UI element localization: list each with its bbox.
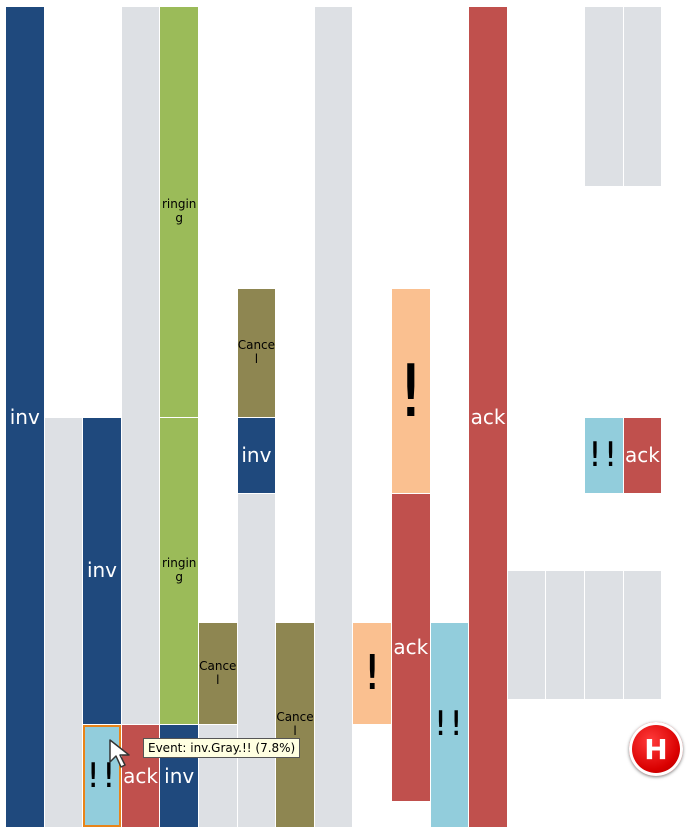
cell-ack-18[interactable]: ack — [392, 494, 430, 801]
cell-label: Cancel — [199, 660, 237, 688]
cell-cancel-14[interactable]: Cancel — [276, 623, 314, 827]
cell-cancel-11[interactable]: Cancel — [238, 289, 276, 416]
cell-label: ringing — [160, 557, 198, 585]
cell-gray-13[interactable] — [238, 494, 276, 827]
cell-gray-15[interactable] — [315, 7, 353, 827]
cell-gray-25[interactable] — [585, 571, 623, 698]
event-tooltip: Event: inv.Gray.!! (7.8%) — [143, 738, 300, 758]
cell-gray-21[interactable] — [508, 571, 546, 698]
cell-ringing-7[interactable]: ringing — [160, 418, 198, 725]
cell-inv-12[interactable]: inv — [238, 418, 276, 494]
h-button-label: H — [644, 733, 667, 766]
cell-ringing-6[interactable]: ringing — [160, 7, 198, 417]
cell-cancel-9[interactable]: Cancel — [199, 623, 237, 725]
cell-inv-0[interactable]: inv — [6, 7, 44, 827]
cell-bang-19[interactable]: !! — [431, 623, 469, 827]
cell-label: ack — [392, 636, 430, 659]
cell-label: ack — [469, 406, 507, 429]
cell-gray-1[interactable] — [45, 418, 83, 827]
cell-bang-24[interactable]: !! — [585, 418, 623, 494]
cell-gray-4[interactable] — [122, 7, 160, 724]
cell-label: Cancel — [276, 711, 314, 739]
cell-label: inv — [83, 559, 121, 582]
cell-label: ! — [353, 646, 391, 701]
cell-label: Cancel — [238, 339, 276, 367]
mouse-cursor-icon — [108, 738, 138, 774]
cell-gray-28[interactable] — [624, 571, 662, 698]
cell-label: inv — [6, 406, 44, 429]
cell-ack-27[interactable]: ack — [624, 418, 662, 494]
cell-label: ringing — [160, 198, 198, 226]
cell-excl-17[interactable]: ! — [392, 289, 430, 493]
cell-gray-22[interactable] — [546, 571, 584, 698]
h-button[interactable]: H — [629, 722, 683, 776]
cell-label: inv — [160, 765, 198, 788]
cell-label: !! — [431, 705, 469, 744]
cell-label: ! — [392, 350, 430, 433]
cell-excl-16[interactable]: ! — [353, 623, 391, 725]
cell-inv-2[interactable]: inv — [83, 418, 121, 725]
cell-gray-26[interactable] — [624, 7, 662, 186]
cell-label: !! — [585, 436, 623, 475]
cell-label: inv — [238, 444, 276, 467]
cell-ack-20[interactable]: ack — [469, 7, 507, 827]
cell-gray-23[interactable] — [585, 7, 623, 186]
cell-label: ack — [624, 444, 662, 467]
